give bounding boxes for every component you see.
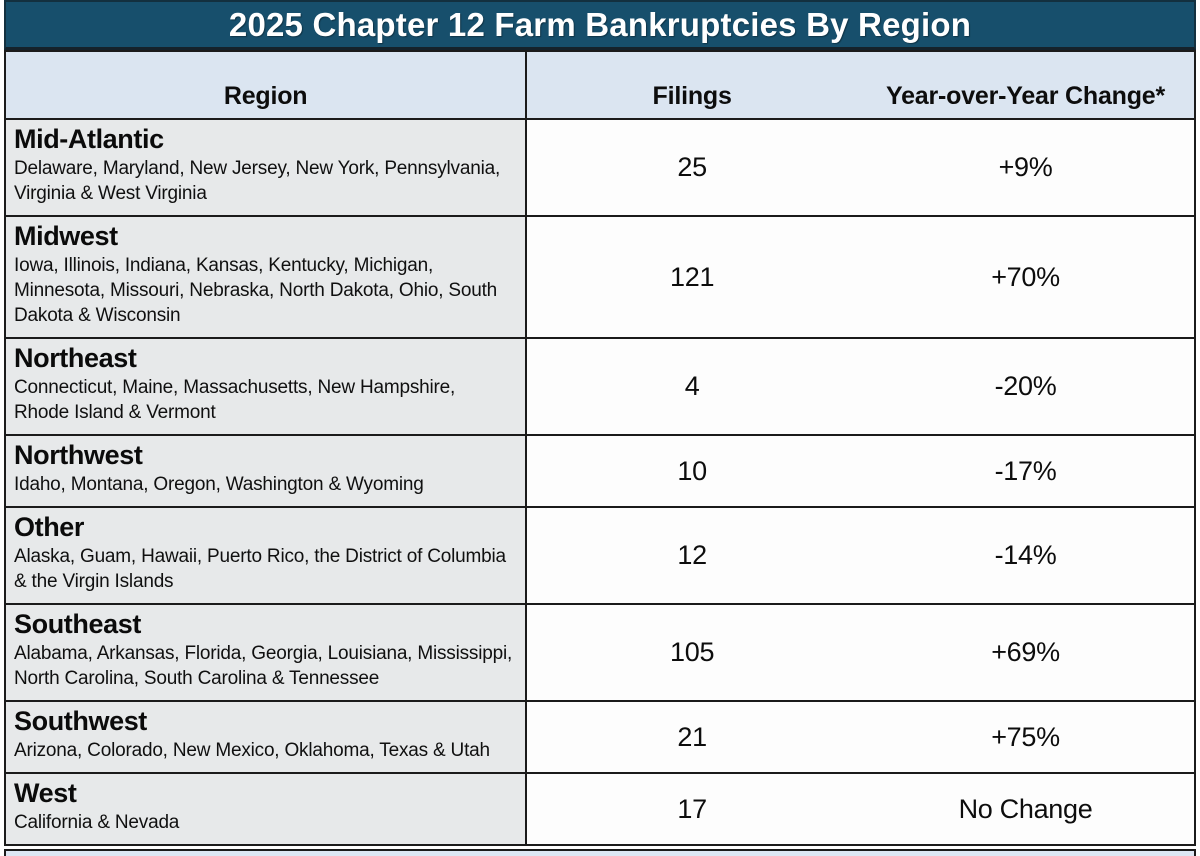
region-states-list: California & Nevada	[14, 811, 180, 833]
region-name: Other	[14, 512, 85, 543]
region-cell: Mid-Atlantic Delaware, Maryland, New Jer…	[3, 117, 528, 218]
yoy-change-value: +70%	[857, 215, 1196, 340]
yoy-change-value: -17%	[857, 434, 1196, 509]
region-cell: West California & Nevada	[3, 772, 528, 846]
filings-value: 12	[525, 506, 858, 606]
table-row: Mid-Atlantic Delaware, Maryland, New Jer…	[3, 117, 1196, 218]
yoy-change-value: +9%	[857, 117, 1196, 218]
yoy-change-value: +69%	[857, 603, 1196, 703]
region-name: Mid-Atlantic	[14, 124, 164, 154]
yoy-change-value: +75%	[857, 700, 1196, 775]
region-cell: Midwest Iowa, Illinois, Indiana, Kansas,…	[3, 215, 528, 340]
yoy-change-value: -20%	[857, 337, 1196, 437]
filings-value: 17	[525, 772, 858, 846]
table-row: Southwest Arizona, Colorado, New Mexico,…	[3, 700, 1196, 775]
filings-value: 105	[525, 603, 858, 703]
region-name: Northeast	[14, 343, 137, 374]
column-header-region: Region	[3, 50, 528, 120]
column-header-yoy-change: Year-over-Year Change*	[857, 50, 1196, 120]
region-states-list: Arizona, Colorado, New Mexico, Oklahoma,…	[14, 739, 490, 761]
bankruptcies-table: Region Filings Year-over-Year Change* Mi…	[3, 50, 1196, 846]
filings-value: 21	[525, 700, 858, 775]
table-footer: *12-Month Period Ending in Dec 2025 Rela…	[4, 848, 1196, 856]
region-cell: Northwest Idaho, Montana, Oregon, Washin…	[3, 434, 528, 509]
region-states-list: Idaho, Montana, Oregon, Washington & Wyo…	[14, 473, 424, 495]
table-row: Northwest Idaho, Montana, Oregon, Washin…	[3, 434, 1196, 509]
region-name: Midwest	[14, 221, 118, 252]
filings-value: 25	[525, 117, 858, 218]
region-states-list: Delaware, Maryland, New Jersey, New York…	[14, 157, 501, 204]
table-row: Other Alaska, Guam, Hawaii, Puerto Rico,…	[3, 506, 1196, 606]
yoy-change-value: No Change	[857, 772, 1196, 846]
filings-value: 4	[525, 337, 858, 437]
region-name: Southwest	[14, 706, 147, 737]
table-row: Northeast Connecticut, Maine, Massachuse…	[3, 337, 1196, 437]
region-name: Northwest	[14, 440, 143, 471]
page-title: 2025 Chapter 12 Farm Bankruptcies By Reg…	[4, 0, 1196, 50]
table-row: Midwest Iowa, Illinois, Indiana, Kansas,…	[3, 215, 1196, 340]
region-cell: Other Alaska, Guam, Hawaii, Puerto Rico,…	[3, 506, 528, 606]
region-states-list: Iowa, Illinois, Indiana, Kansas, Kentuck…	[14, 254, 498, 327]
region-cell: Northeast Connecticut, Maine, Massachuse…	[3, 337, 528, 437]
region-states-list: Connecticut, Maine, Massachusetts, New H…	[14, 376, 456, 424]
table-row: West California & Nevada 17 No Change	[3, 772, 1196, 846]
region-name: Southeast	[14, 609, 141, 640]
yoy-change-value: -14%	[857, 506, 1196, 606]
region-name: West	[14, 778, 77, 809]
filings-value: 121	[525, 215, 858, 340]
table-header-row: Region Filings Year-over-Year Change*	[3, 50, 1196, 120]
table-row: Southeast Alabama, Arkansas, Florida, Ge…	[3, 603, 1196, 703]
region-cell: Southeast Alabama, Arkansas, Florida, Ge…	[3, 603, 528, 703]
region-states-list: Alabama, Arkansas, Florida, Georgia, Lou…	[14, 642, 513, 690]
region-cell: Southwest Arizona, Colorado, New Mexico,…	[3, 700, 528, 775]
filings-value: 10	[525, 434, 858, 509]
region-states-list: Alaska, Guam, Hawaii, Puerto Rico, the D…	[14, 545, 506, 592]
column-header-filings: Filings	[525, 50, 858, 120]
